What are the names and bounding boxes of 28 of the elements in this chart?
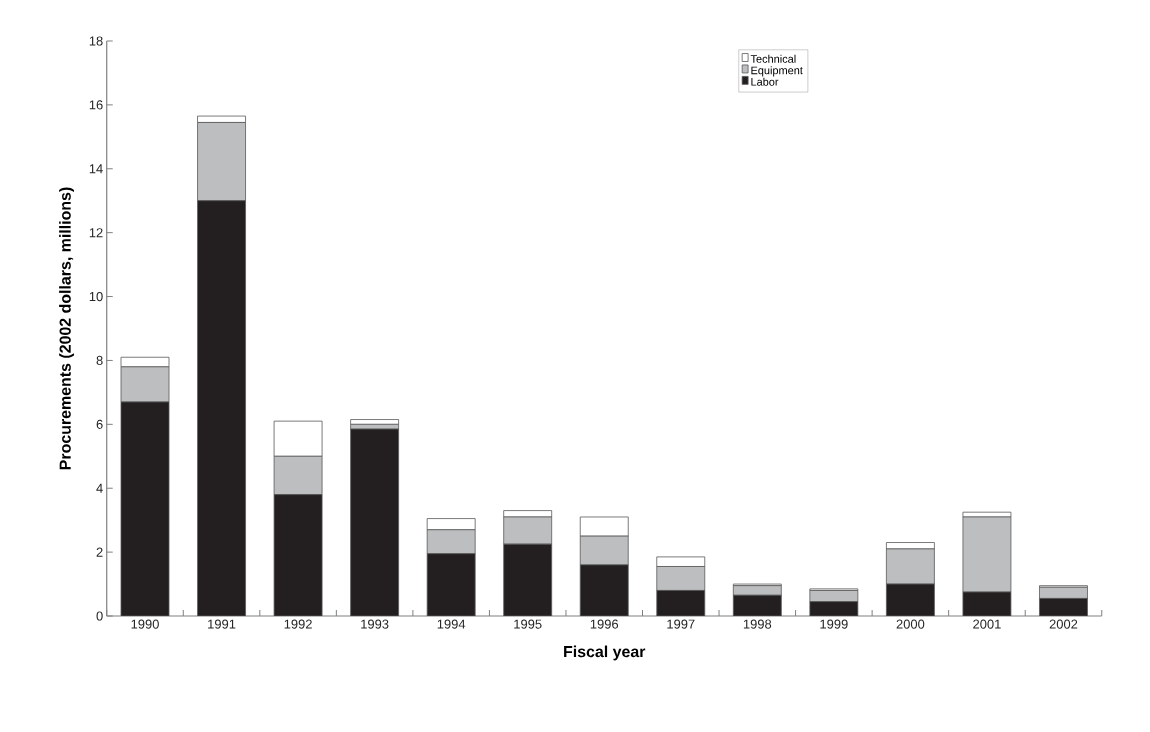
x-tick-label: 1999 (820, 619, 848, 629)
x-tick-label: 2001 (973, 619, 1001, 629)
y-tick-label: 2 (96, 547, 103, 557)
y-tick-label: 18 (89, 36, 103, 46)
x-tick-label: 1996 (590, 619, 619, 629)
y-axis-title: Procurements (2002 dollars, millions) (59, 187, 74, 470)
legend-label: Equipment (751, 66, 803, 77)
x-tick-label: 2002 (1049, 619, 1078, 629)
y-tick-label: 4 (96, 483, 103, 493)
legend-label: Technical (750, 54, 796, 63)
y-tick-label: 16 (89, 100, 103, 110)
y-tick-label: 0 (96, 611, 103, 621)
x-tick-label: 1990 (131, 619, 159, 629)
x-tick-label: 1993 (361, 619, 389, 629)
y-tick-label: 8 (96, 355, 103, 366)
legend-label: Labor (751, 77, 779, 86)
y-tick-label: 12 (89, 228, 103, 238)
x-tick-label: 1992 (284, 619, 312, 629)
x-tick-label: 1997 (667, 619, 695, 629)
y-tick-label: 6 (96, 419, 103, 429)
x-tick-label: 1994 (437, 619, 466, 629)
x-tick-label: 2000 (896, 619, 925, 629)
y-tick-label: 10 (89, 291, 103, 302)
y-tick-label: 14 (89, 164, 103, 174)
x-axis-title: Fiscal year (564, 645, 646, 661)
x-tick-label: 1998 (743, 619, 772, 629)
x-tick-label: 1995 (514, 619, 542, 629)
x-tick-label: 1991 (208, 619, 236, 629)
